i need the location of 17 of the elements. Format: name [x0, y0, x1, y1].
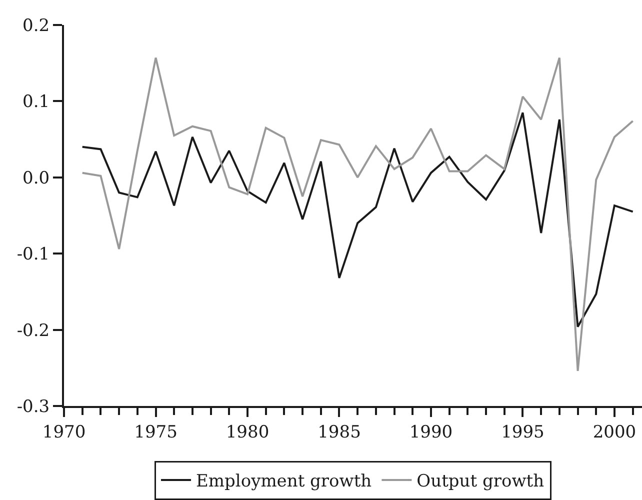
x-tick-label: 1975: [134, 422, 178, 442]
x-tick-label: 2000: [592, 422, 636, 442]
x-tick-label: 1980: [226, 422, 270, 442]
x-tick-label: 1990: [409, 422, 453, 442]
y-tick-label: -0.1: [16, 244, 50, 265]
y-tick-label: 0.0: [22, 168, 50, 188]
y-tick-label: 0.1: [22, 92, 50, 112]
y-tick-label: -0.2: [16, 320, 50, 341]
line-series: [81, 112, 634, 328]
y-tick-label: 0.2: [22, 16, 50, 36]
legend-label: Output growth: [416, 472, 544, 492]
x-tick-label: 1995: [501, 422, 544, 442]
x-tick-label: 1985: [318, 422, 361, 442]
x-tick-label: 1970: [42, 422, 86, 442]
y-tick-label: -0.3: [16, 396, 50, 417]
legend-label: Employment growth: [196, 472, 372, 492]
line-series: [81, 56, 634, 372]
